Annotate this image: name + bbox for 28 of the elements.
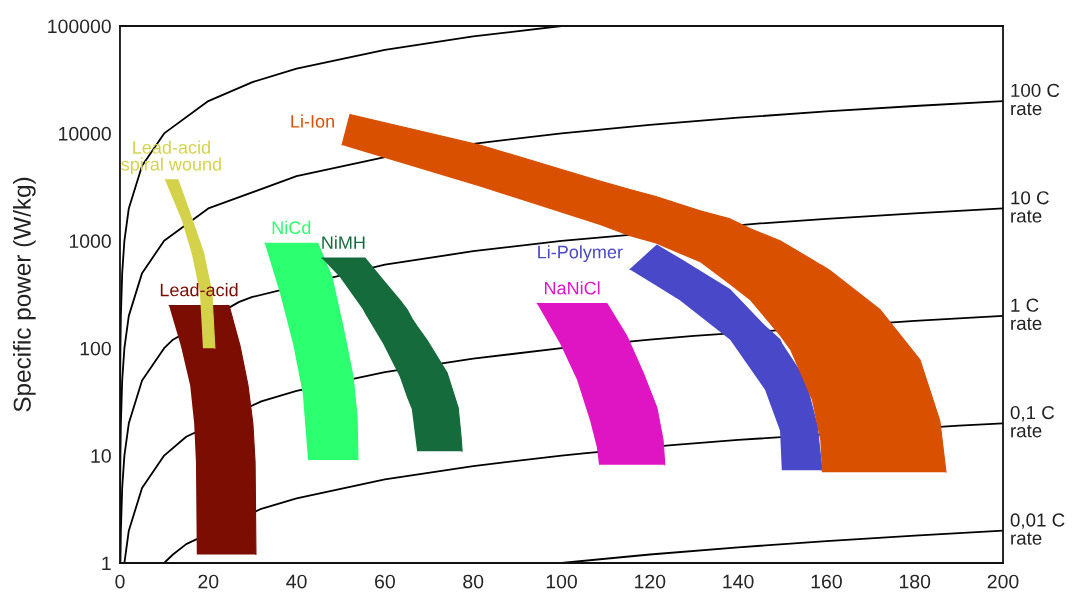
series-label: 0,1 C rate (1010, 405, 1055, 438)
x-tick-label: 40 (286, 574, 307, 589)
series-label: NiMH (322, 235, 365, 249)
series-label: NiCd (272, 220, 311, 235)
y-tick-label: 1000 (69, 234, 111, 249)
x-tick-label: 180 (899, 574, 931, 589)
x-tick-label: 100 (546, 574, 577, 589)
y-tick-label: 100000 (48, 19, 111, 34)
x-tick-label: 160 (811, 574, 842, 589)
x-tick-label: 140 (723, 574, 754, 589)
y-tick-label: 10000 (59, 126, 111, 141)
y-tick-label: 100 (80, 341, 111, 356)
series-label: 100 C rate (1011, 83, 1060, 116)
series-label: 0,01 C rate (1010, 513, 1065, 545)
series-label: Li-Polymer (538, 245, 623, 263)
x-tick-label: 0 (115, 574, 125, 589)
x-tick-label: 80 (463, 574, 484, 589)
x-tick-label: 60 (375, 574, 395, 589)
series-label: Li-Ion (291, 114, 334, 128)
x-tick-label: 120 (635, 574, 666, 589)
series-label: 1 C rate (1011, 298, 1042, 330)
series-label: NaNiCl (544, 281, 600, 295)
x-tick-label: 20 (198, 574, 219, 589)
x-tick-label: 200 (987, 574, 1019, 589)
series-label: 10 C rate (1011, 191, 1049, 223)
y-tick-label: 10 (91, 449, 111, 463)
y-axis-title: Specific power (W/kg) (13, 177, 36, 412)
y-tick-label: 1 (102, 556, 111, 571)
